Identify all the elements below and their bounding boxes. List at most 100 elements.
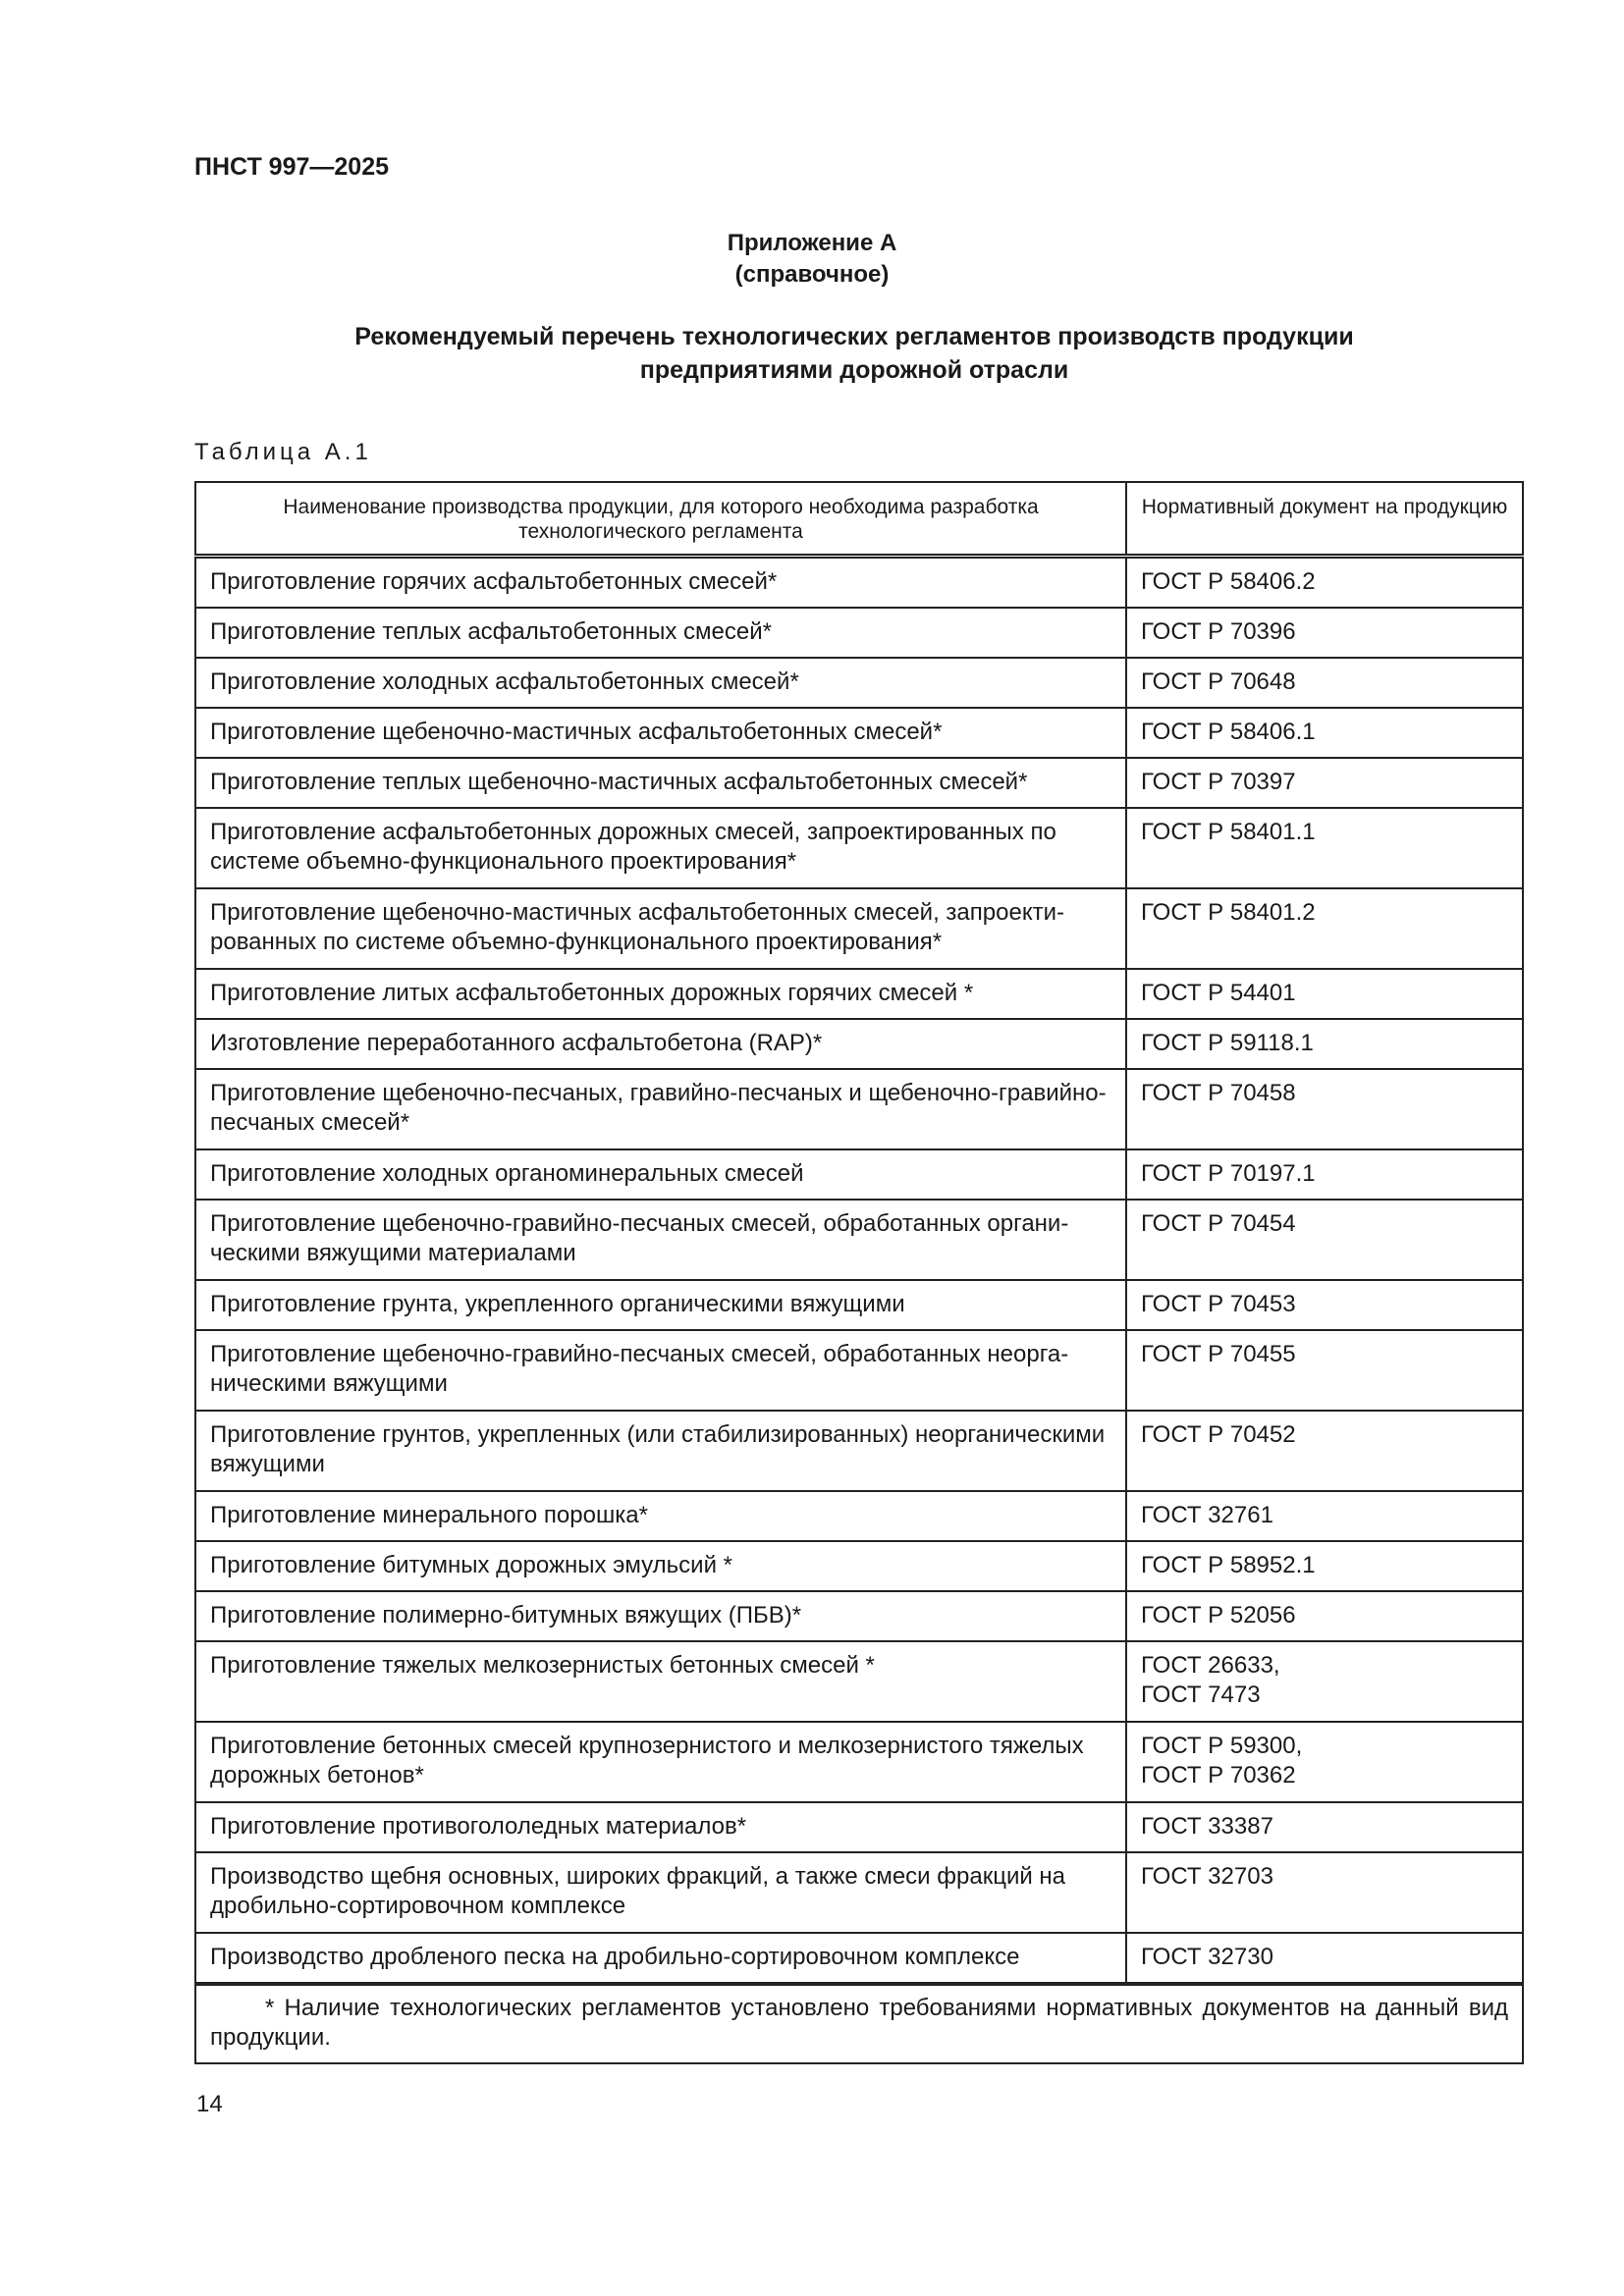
appendix-name: Приложение А [727, 230, 897, 256]
normative-document-cell: ГОСТ Р 70453 [1125, 1279, 1524, 1331]
document-ref: ГОСТ Р 70458 [1141, 1080, 1296, 1106]
document-ref: ГОСТ Р 58952.1 [1141, 1552, 1316, 1578]
table-row: Приготовление минерального порошка* ГОСТ … [194, 1490, 1524, 1542]
document-ref: ГОСТ Р 70397 [1141, 769, 1296, 795]
normative-document-cell: ГОСТ Р 70455 [1125, 1329, 1524, 1412]
document-ref: ГОСТ 32761 [1141, 1502, 1273, 1528]
normative-document-cell: ГОСТ 32730 [1125, 1932, 1524, 1985]
document-ref: ГОСТ 32730 [1141, 1944, 1273, 1970]
document-ref: ГОСТ Р 58401.1 [1141, 819, 1316, 845]
document-ref: ГОСТ Р 54401 [1141, 980, 1296, 1006]
heading-line-2: предприятиями дорожной отрасли [639, 356, 1069, 384]
normative-document-cell: ГОСТ Р 70454 [1125, 1199, 1524, 1281]
document-code: ПНСТ 997—2025 [194, 153, 389, 181]
footnote-row: * Наличие технологических регламентов ус… [194, 1982, 1524, 2064]
normative-document-cell: ГОСТ Р 70452 [1125, 1410, 1524, 1492]
document-ref: ГОСТ Р 70455 [1141, 1341, 1296, 1367]
document-ref: ГОСТ Р 70452 [1141, 1421, 1296, 1448]
normative-document-cell: ГОСТ Р 58406.2 [1125, 555, 1524, 609]
production-name-cell: Приготовление литых асфальтобетонных дор… [194, 968, 1127, 1020]
table-label: Таблица А.1 [194, 439, 372, 465]
document-ref: ГОСТ Р 58406.1 [1141, 719, 1316, 745]
footnote-text: * Наличие технологических регламентов ус… [210, 1995, 1508, 2051]
production-name-cell: Приготовление теплых асфальтобетонных см… [194, 607, 1127, 659]
table-row: Приготовление щебеночно-гравийно-песчаны… [194, 1329, 1524, 1412]
normative-document-cell: ГОСТ Р 58952.1 [1125, 1540, 1524, 1592]
production-name-cell: Приготовление холодных асфальтобетонных … [194, 657, 1127, 709]
production-name-cell: Приготовление холодных органоминеральных… [194, 1148, 1127, 1201]
normative-document-cell: ГОСТ Р 70197.1 [1125, 1148, 1524, 1201]
document-ref: ГОСТ 26633, [1141, 1652, 1280, 1679]
table-row: Приготовление горячих асфальтобетонных с… [194, 555, 1524, 609]
normative-document-cell: ГОСТ Р 70458 [1125, 1068, 1524, 1150]
normative-document-cell: ГОСТ Р 59118.1 [1125, 1018, 1524, 1070]
table-row: Приготовление теплых щебеночно-мастичных… [194, 757, 1524, 809]
heading-line-1: Рекомендуемый перечень технологических р… [354, 323, 1354, 350]
production-name-cell: Приготовление асфальтобетонных дорожных … [194, 807, 1127, 889]
normative-document-cell: ГОСТ 33387 [1125, 1801, 1524, 1853]
production-name-cell: Приготовление полимерно-битумных вяжущих… [194, 1590, 1127, 1642]
document-ref: ГОСТ Р 70362 [1141, 1762, 1296, 1789]
document-ref: ГОСТ 33387 [1141, 1813, 1273, 1840]
normative-document-cell: ГОСТ Р 70396 [1125, 607, 1524, 659]
table-row: Приготовление холодных асфальтобетонных … [194, 657, 1524, 709]
production-name-cell: Приготовление теплых щебеночно-мастичных… [194, 757, 1127, 809]
production-name-cell: Приготовление грунта, укрепленного орган… [194, 1279, 1127, 1331]
footnote: * Наличие технологических регламентов ус… [194, 1982, 1524, 2064]
production-name-cell: Приготовление щебеночно-мастичных асфаль… [194, 887, 1127, 970]
normative-document-cell: ГОСТ Р 59300, ГОСТ Р 70362 [1125, 1721, 1524, 1803]
table-row: Приготовление битумных дорожных эмульсий… [194, 1540, 1524, 1592]
table-row: Приготовление грунта, укрепленного орган… [194, 1279, 1524, 1331]
section-heading: Рекомендуемый перечень технологических р… [0, 320, 1624, 387]
normative-document-cell: ГОСТ 32761 [1125, 1490, 1524, 1542]
column-header-name: Наименование производства продукции, для… [194, 481, 1127, 559]
table-row: Приготовление грунтов, укрепленных (или … [194, 1410, 1524, 1492]
production-name-cell: Приготовление битумных дорожных эмульсий… [194, 1540, 1127, 1592]
table-row: Приготовление щебеночно-мастичных асфаль… [194, 707, 1524, 759]
document-ref: ГОСТ Р 70454 [1141, 1210, 1296, 1237]
table-row: Приготовление щебеночно-гравийно-песчаны… [194, 1199, 1524, 1281]
document-ref: ГОСТ Р 58401.2 [1141, 899, 1316, 926]
production-name-cell: Изготовление переработанного асфальтобет… [194, 1018, 1127, 1070]
production-name-cell: Производство щебня основных, широких фра… [194, 1851, 1127, 1934]
normative-document-cell: ГОСТ Р 58401.1 [1125, 807, 1524, 889]
table-row: Приготовление холодных органоминеральных… [194, 1148, 1524, 1201]
document-ref: ГОСТ 7473 [1141, 1682, 1261, 1708]
table-header-row: Наименование производства продукции, для… [194, 481, 1524, 559]
document-ref: ГОСТ 32703 [1141, 1863, 1273, 1890]
normative-document-cell: ГОСТ Р 52056 [1125, 1590, 1524, 1642]
production-name-cell: Приготовление щебеночно-гравийно-песчаны… [194, 1199, 1127, 1281]
regulations-table: Наименование производства продукции, для… [194, 481, 1524, 2064]
table-row: Приготовление литых асфальтобетонных дор… [194, 968, 1524, 1020]
document-ref: ГОСТ Р 52056 [1141, 1602, 1296, 1629]
normative-document-cell: ГОСТ Р 70648 [1125, 657, 1524, 709]
table-row: Приготовление асфальтобетонных дорожных … [194, 807, 1524, 889]
document-ref: ГОСТ Р 59300, [1141, 1733, 1303, 1759]
table-row: Приготовление щебеночно-мастичных асфаль… [194, 887, 1524, 970]
appendix-type: (справочное) [734, 261, 890, 288]
page-number: 14 [196, 2091, 223, 2117]
production-name-cell: Приготовление тяжелых мелкозернистых бет… [194, 1640, 1127, 1723]
production-name-cell: Приготовление минерального порошка* [194, 1490, 1127, 1542]
production-name-cell: Приготовление щебеночно-песчаных, гравий… [194, 1068, 1127, 1150]
table-row: Изготовление переработанного асфальтобет… [194, 1018, 1524, 1070]
document-ref: ГОСТ Р 70396 [1141, 618, 1296, 645]
normative-document-cell: ГОСТ Р 58406.1 [1125, 707, 1524, 759]
production-name-cell: Приготовление щебеночно-гравийно-песчаны… [194, 1329, 1127, 1412]
production-name-cell: Приготовление бетонных смесей крупнозерн… [194, 1721, 1127, 1803]
normative-document-cell: ГОСТ 26633, ГОСТ 7473 [1125, 1640, 1524, 1723]
appendix-title: Приложение А (справочное) [0, 228, 1624, 291]
document-ref: ГОСТ Р 70648 [1141, 668, 1296, 695]
production-name-cell: Приготовление противогололедных материал… [194, 1801, 1127, 1853]
table-row: Приготовление теплых асфальтобетонных см… [194, 607, 1524, 659]
table-row: Приготовление тяжелых мелкозернистых бет… [194, 1640, 1524, 1723]
production-name-cell: Приготовление горячих асфальтобетонных с… [194, 555, 1127, 609]
normative-document-cell: ГОСТ 32703 [1125, 1851, 1524, 1934]
table-row: Приготовление противогололедных материал… [194, 1801, 1524, 1853]
document-ref: ГОСТ Р 70453 [1141, 1291, 1296, 1317]
document-ref: ГОСТ Р 70197.1 [1141, 1160, 1316, 1187]
document-ref: ГОСТ Р 58406.2 [1141, 568, 1316, 595]
normative-document-cell: ГОСТ Р 70397 [1125, 757, 1524, 809]
column-header-document: Нормативный документ на продукцию [1125, 481, 1524, 559]
table-row: Приготовление бетонных смесей крупнозерн… [194, 1721, 1524, 1803]
